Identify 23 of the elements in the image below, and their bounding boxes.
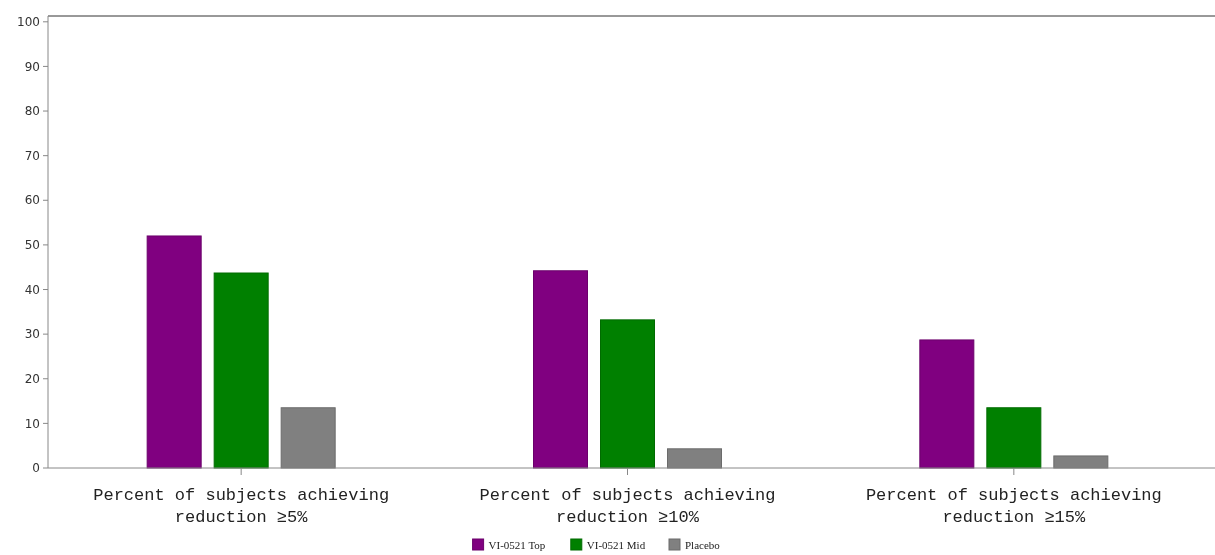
y-tick-label: 100 (17, 15, 40, 29)
bar (986, 407, 1042, 469)
legend-label: VI-0521 Mid (586, 539, 646, 551)
y-tick-label: 70 (24, 148, 40, 163)
bar (600, 319, 655, 469)
y-tick-label: 0 (32, 461, 40, 476)
x-tick-label: Percent of subjects achieving reduction ≥15% (865, 486, 1162, 527)
y-tick-label: 80 (24, 104, 40, 119)
y-tick-label: 50 (24, 238, 40, 253)
bar (213, 272, 269, 469)
y-tick-label: 30 (24, 327, 40, 342)
y-tick-label: 20 (24, 371, 40, 386)
x-tick-label: Percent of subjects achieving reduction ≥10% (479, 486, 776, 527)
legend-label: VI-0521 Top (488, 539, 546, 551)
x-tick-label: Percent of subjects achieving reduction ≥5% (93, 486, 390, 527)
legend-label: Placebo (685, 539, 721, 551)
bar (146, 235, 202, 469)
y-tick-label: 40 (24, 282, 40, 297)
bar (533, 270, 588, 469)
y-tick-label: 90 (24, 59, 40, 74)
y-tick-label: 10 (24, 416, 40, 431)
bar (919, 339, 975, 469)
y-tick-label: 60 (24, 193, 40, 208)
